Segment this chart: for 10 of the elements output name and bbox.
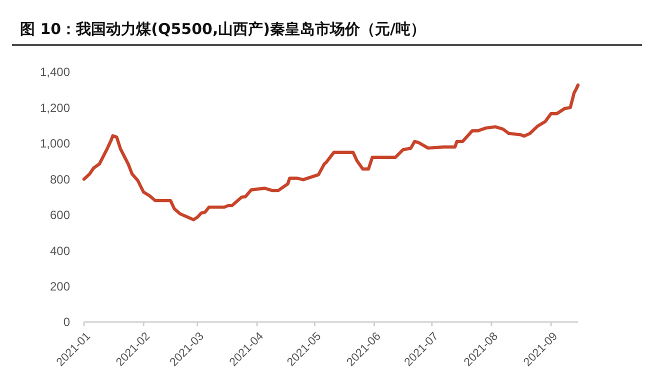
y-tick-label: 400 [50,244,70,258]
y-tick-label: 600 [50,208,70,222]
y-tick-label: 0 [63,315,70,330]
line-series [82,83,580,222]
y-tick-label: 1,200 [40,100,70,115]
y-tick-label: 1,400 [40,65,70,80]
y-tick-label: 800 [50,172,70,186]
y-tick-label: 200 [50,279,70,294]
chart-title: 图 10：我国动力煤(Q5500,山西产)秦皇岛市场价（元/吨） [20,20,426,38]
y-tick-label: 1,000 [40,136,70,151]
